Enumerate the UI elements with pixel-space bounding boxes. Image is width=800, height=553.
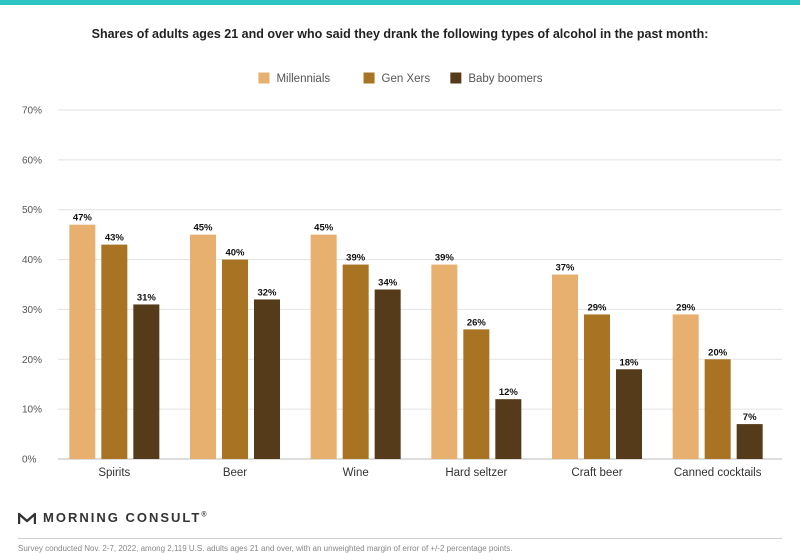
bar-chart: 0% 10% 20% 30% 40% 50% 60% 70% 47% 43% 31% 45% 40% 3…: [22, 72, 782, 479]
y-tick-label-70: 70%: [22, 106, 42, 117]
y-tick-label-20: 20%: [22, 355, 42, 366]
bar-spirits-millennials: [69, 224, 96, 459]
chart-title: Shares of adults ages 21 and over who sa…: [91, 27, 709, 41]
x-category-label: Hard seltzer: [445, 467, 507, 479]
bar-wine-baby-boomers: [374, 289, 401, 459]
x-category-label: Wine: [343, 467, 369, 479]
legend-swatch-baby-boomers: [450, 72, 462, 84]
x-category-label: Spirits: [98, 467, 130, 479]
bar-hard-seltzer-baby-boomers: [495, 399, 522, 459]
bar-craft-beer-millennials: [552, 274, 578, 459]
data-label: 39%: [346, 253, 366, 264]
data-label: 31%: [137, 292, 157, 303]
data-label: 18%: [619, 357, 639, 368]
bar-craft-beer-gen-xers: [584, 314, 610, 459]
data-label: 29%: [676, 302, 696, 313]
bar-hard-seltzer-millennials: [431, 264, 458, 459]
y-axis: 0% 10% 20% 30% 40% 50% 60% 70%: [22, 106, 42, 466]
trademark-mark: ®: [201, 511, 207, 519]
y-tick-label-0: 0%: [22, 455, 37, 466]
data-label: 20%: [708, 347, 728, 358]
bar-canned-cocktails-baby-boomers: [736, 424, 763, 459]
legend-swatch-millennials: [258, 72, 270, 84]
footer-divider: [18, 538, 782, 539]
data-label: 43%: [105, 233, 125, 244]
data-label: 32%: [257, 287, 277, 298]
data-label: 7%: [743, 412, 757, 423]
x-category-label: Craft beer: [571, 467, 622, 479]
data-label: 29%: [587, 302, 607, 313]
bar-spirits-baby-boomers: [133, 304, 160, 459]
legend-label-baby-boomers: Baby boomers: [468, 73, 542, 85]
data-label: 47%: [73, 213, 93, 224]
data-label: 45%: [314, 223, 334, 234]
y-tick-label-30: 30%: [22, 305, 42, 316]
bar-wine-millennials: [310, 234, 337, 459]
bars: 47% 43% 31% 45% 40% 32% 45% 39% 34% 39% 26% 12% 37% 2…: [69, 213, 763, 459]
data-label: 34%: [378, 277, 398, 288]
legend-label-millennials: Millennials: [276, 73, 330, 85]
x-category-label: Canned cocktails: [674, 467, 762, 479]
gridlines: [58, 109, 782, 460]
brand-text: MORNING CONSULT: [43, 510, 202, 525]
bar-canned-cocktails-gen-xers: [704, 359, 731, 459]
y-tick-label-10: 10%: [22, 405, 42, 416]
data-label: 40%: [225, 248, 245, 259]
x-category-label: Beer: [223, 467, 247, 479]
x-axis: Spirits Beer Wine Hard seltzer Craft beer Can…: [98, 467, 761, 479]
brand-logo: MORNING CONSULT®: [18, 510, 206, 525]
bar-beer-millennials: [190, 234, 216, 459]
top-accent-bar: [0, 0, 800, 5]
y-tick-label-60: 60%: [22, 155, 42, 166]
y-tick-label-40: 40%: [22, 255, 42, 266]
footnote: Survey conducted Nov. 2-7, 2022, among 2…: [18, 544, 513, 553]
bar-wine-gen-xers: [342, 264, 369, 459]
bar-canned-cocktails-millennials: [672, 314, 699, 459]
bar-hard-seltzer-gen-xers: [463, 329, 490, 459]
data-label: 12%: [499, 387, 519, 398]
morning-consult-logo-icon: [18, 512, 36, 524]
bar-beer-gen-xers: [222, 259, 248, 459]
brand-name: MORNING CONSULT®: [43, 510, 206, 525]
legend-swatch-gen-xers: [363, 72, 375, 84]
data-label: 39%: [435, 253, 455, 264]
legend: Millennials Gen Xers Baby boomers: [258, 72, 543, 85]
bar-craft-beer-baby-boomers: [616, 369, 642, 459]
bar-beer-baby-boomers: [254, 299, 280, 459]
data-label: 45%: [193, 223, 213, 234]
data-label: 37%: [555, 263, 575, 274]
legend-label-gen-xers: Gen Xers: [382, 73, 431, 85]
data-label: 26%: [467, 317, 487, 328]
bar-spirits-gen-xers: [101, 244, 128, 459]
y-tick-label-50: 50%: [22, 205, 42, 216]
